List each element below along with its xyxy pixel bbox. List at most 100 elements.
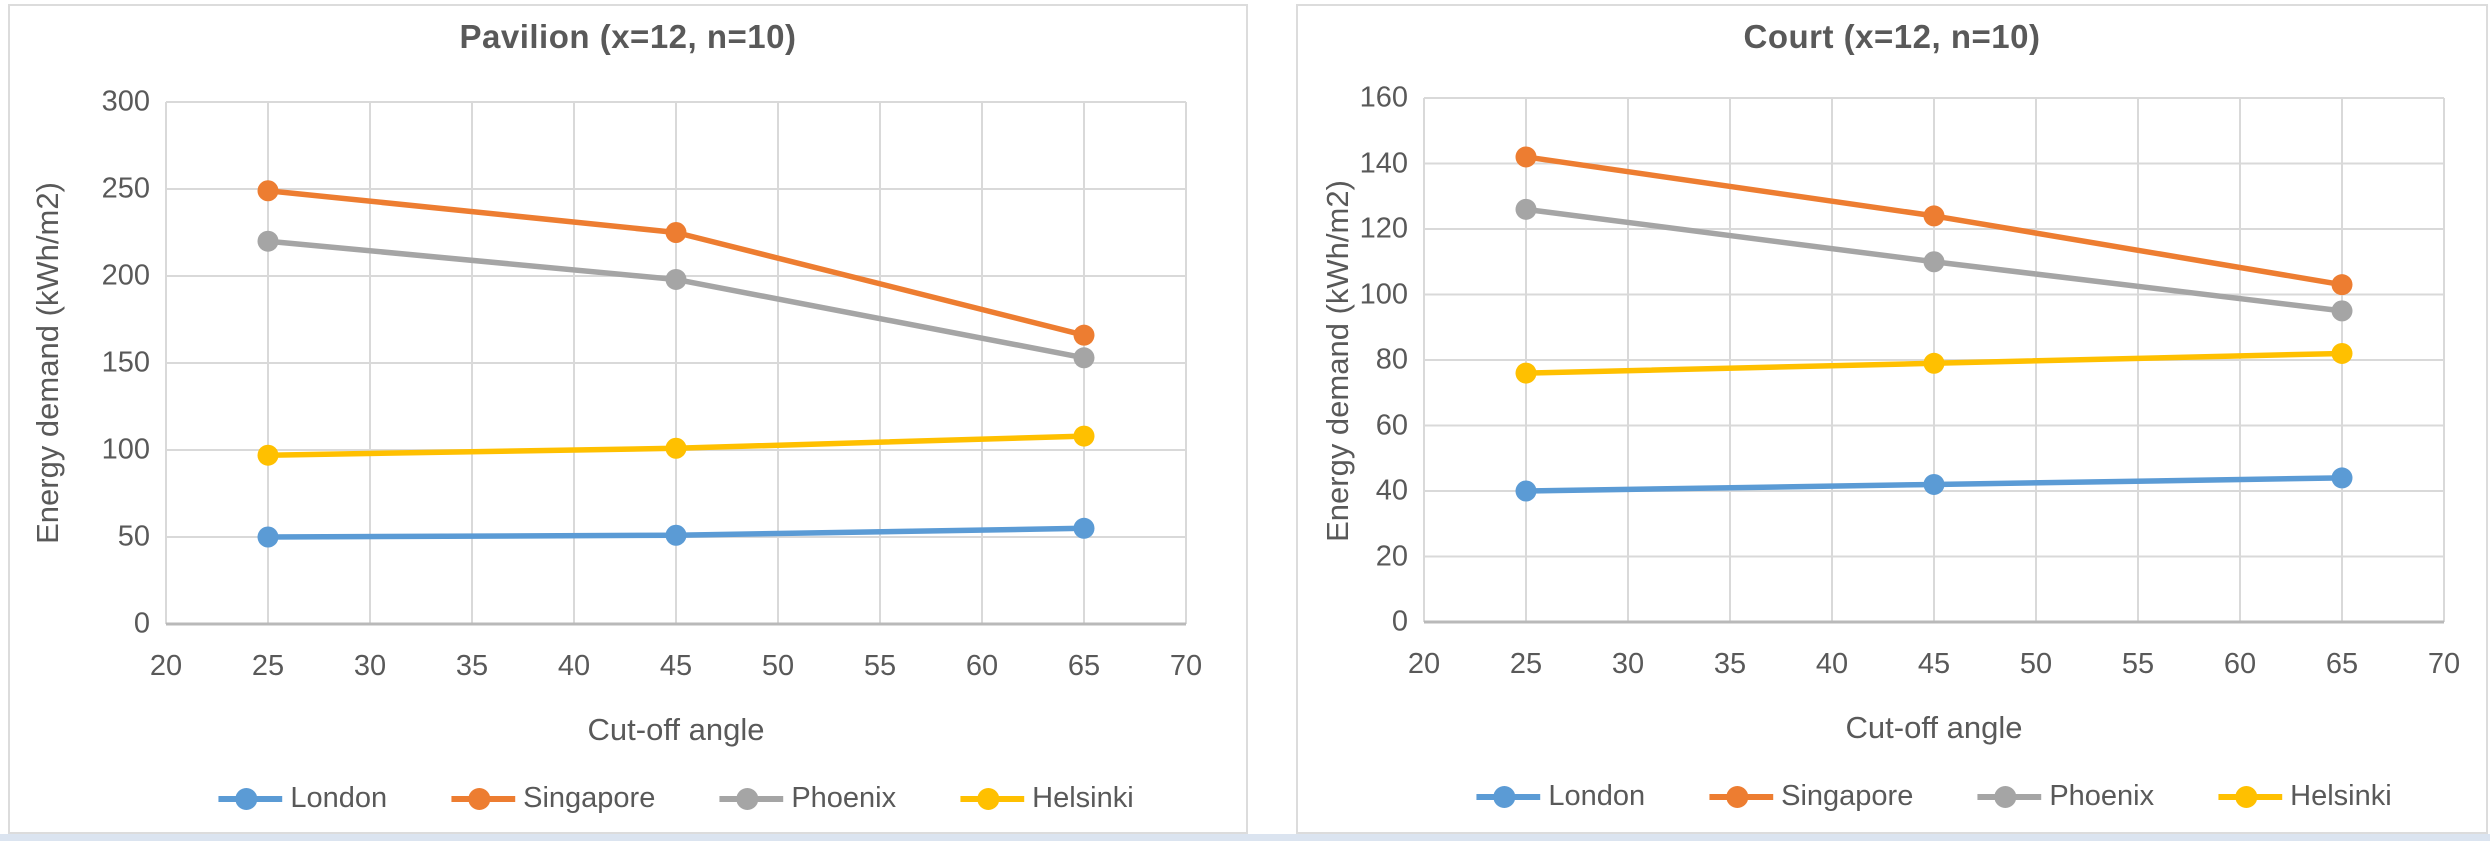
legend-point [977,787,1000,810]
data-point [1515,146,1537,168]
data-point [257,444,279,466]
x-tick-label: 50 [2019,648,2053,680]
legend-point [2235,785,2258,808]
y-tick-label: 200 [101,259,150,292]
legend-label: Helsinki [2290,780,2392,812]
plot-area [1423,97,2445,624]
x-tick-label: 35 [1713,648,1747,680]
x-tick-label: 30 [353,650,387,682]
legend-marker-icon [218,787,283,810]
x-tick-label: 20 [1407,648,1441,680]
data-point [665,437,687,459]
x-tick-label: 70 [1169,650,1203,682]
x-tick-label: 65 [1067,650,1101,682]
x-tick-label: 60 [965,650,999,682]
x-tick-label: 70 [2427,648,2461,680]
legend-item-singapore: Singapore [451,782,655,815]
data-point [257,180,279,202]
data-point [1515,480,1537,502]
data-point [1073,517,1095,539]
legend-point [736,787,759,810]
window-bottom-edge [0,834,2490,841]
y-tick-label: 160 [1359,81,1408,114]
data-point [665,268,687,290]
series-helsinki-line [1515,342,2353,384]
legend-point [235,787,258,810]
legend-marker-icon [960,787,1025,810]
data-point [1923,352,1945,374]
data-point [665,524,687,546]
legend-point [468,787,491,810]
x-tick-label: 25 [1509,648,1543,680]
y-tick-label: 120 [1359,212,1408,245]
legend-label: London [1548,780,1646,812]
data-point [2331,342,2353,364]
series-london-line [1515,467,2353,502]
data-point [257,230,279,252]
data-point [1923,473,1945,495]
data-point [1923,205,1945,227]
chart-title: Pavilion (x=12, n=10) [459,18,797,55]
x-tick-label: 50 [761,650,795,682]
x-tick-label: 45 [1917,648,1951,680]
chart-title: Court (x=12, n=10) [1743,18,2041,55]
legend-marker-icon [1476,785,1541,808]
chart-panel-pavilion: Pavilion (x=12, n=10) Energy demand (kWh… [8,4,1248,834]
data-point [257,526,279,548]
data-point [2331,274,2353,296]
y-tick-label: 100 [1359,278,1408,310]
data-point [1073,324,1095,346]
legend-marker-icon [719,787,784,810]
y-tick-label: 80 [1375,343,1408,376]
legend-label: Helsinki [1032,782,1134,814]
x-tick-label: 55 [2121,648,2155,680]
x-tick-label: 60 [2223,648,2257,680]
legend-marker-icon [451,787,516,810]
chart-panel-court: Court (x=12, n=10) Energy demand (kWh/m2… [1296,4,2488,834]
data-point [665,222,687,243]
data-point [1515,198,1537,220]
legend-label: Singapore [1781,780,1914,812]
x-tick-label: 20 [149,650,183,682]
legend-label: Phoenix [2049,780,2155,812]
y-tick-label: 40 [1375,474,1408,507]
legend-point [1493,785,1516,808]
legend-label: Singapore [523,782,656,814]
y-tick-label: 250 [101,172,150,205]
data-point [2331,300,2353,322]
y-tick-label: 0 [1391,605,1408,638]
series-singapore-line [257,180,1095,346]
x-tick-label: 55 [863,650,897,682]
legend-marker-icon [1709,785,1774,808]
legend-label: London [290,782,388,814]
y-tick-label: 150 [101,346,150,379]
plot-area [165,101,1187,626]
legend-item-phoenix: Phoenix [719,782,896,815]
x-tick-label: 35 [455,650,489,682]
x-axis-title: Cut-off angle [1845,710,2023,745]
y-tick-label: 60 [1375,409,1408,441]
legend-marker-icon [2218,785,2283,808]
legend-item-london: London [1476,780,1645,813]
legend-item-helsinki: Helsinki [960,782,1134,815]
data-point [1923,251,1945,273]
series-phoenix-line [257,230,1095,369]
x-tick-label: 30 [1611,648,1645,680]
legend-label: Phoenix [791,782,897,814]
legend: London Singapore Phoenix Helsinki [1476,780,2392,813]
x-tick-label: 25 [251,650,285,682]
series-london-line [257,517,1095,548]
data-point [1073,347,1095,369]
x-tick-label: 40 [1815,648,1849,680]
data-point [2331,467,2353,489]
legend-point [1994,785,2017,808]
legend-item-phoenix: Phoenix [1977,780,2154,813]
y-tick-label: 20 [1375,540,1408,572]
data-point [1515,362,1537,384]
legend-marker-icon [1977,785,2042,808]
x-tick-label: 65 [2325,648,2359,680]
series-phoenix-line [1515,198,2353,322]
legend-item-singapore: Singapore [1709,780,1913,813]
x-axis-title: Cut-off angle [587,712,765,747]
legend-point [1726,785,1749,808]
